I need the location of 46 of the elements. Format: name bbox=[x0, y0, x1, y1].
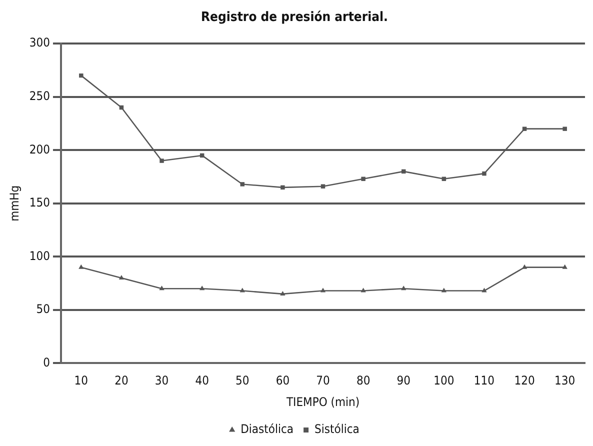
x-tick-label: 60 bbox=[276, 374, 290, 388]
x-tick-label: 40 bbox=[195, 374, 210, 388]
point bbox=[441, 288, 447, 292]
point bbox=[159, 286, 164, 290]
x-tick-label: 50 bbox=[236, 374, 250, 388]
point bbox=[280, 185, 285, 190]
y-tick-label: 200 bbox=[29, 142, 50, 156]
point bbox=[562, 126, 567, 131]
point bbox=[280, 290, 286, 296]
y-tick-label: 0 bbox=[43, 355, 50, 370]
point bbox=[78, 264, 84, 269]
x-tick-label: 120 bbox=[514, 374, 535, 388]
point bbox=[401, 286, 406, 290]
x-tick-label: 100 bbox=[434, 374, 454, 388]
point bbox=[562, 264, 568, 269]
x-tick-label: 70 bbox=[316, 374, 330, 388]
legend-label: Diastólica bbox=[240, 422, 294, 436]
point bbox=[320, 184, 326, 188]
point bbox=[240, 182, 245, 186]
y-tick-label: 150 bbox=[29, 196, 50, 210]
y-tick-label: 100 bbox=[29, 248, 50, 263]
point bbox=[160, 158, 164, 163]
y-tick-label: 50 bbox=[36, 302, 50, 316]
x-tick-label: 110 bbox=[474, 374, 495, 388]
x-axis-title: TIEMPO (min) bbox=[285, 394, 360, 409]
x-tick-label: 30 bbox=[154, 374, 169, 388]
x-tick-label: 20 bbox=[114, 374, 128, 388]
point bbox=[320, 288, 326, 292]
point bbox=[361, 176, 366, 182]
point bbox=[482, 171, 486, 176]
point bbox=[240, 288, 245, 292]
x-tick-label: 130 bbox=[554, 374, 576, 388]
y-tick-label: 250 bbox=[29, 88, 50, 103]
point bbox=[482, 288, 487, 292]
chart-title: Registro de presión arterial. bbox=[201, 10, 388, 26]
x-tick-label: 90 bbox=[396, 374, 411, 388]
point bbox=[118, 274, 124, 280]
x-tick-label: 10 bbox=[74, 374, 88, 388]
x-tick-label: 80 bbox=[356, 374, 370, 388]
y-axis-title: mmHg bbox=[7, 185, 22, 222]
y-tick-label: 300 bbox=[29, 36, 50, 50]
point bbox=[199, 286, 205, 290]
point bbox=[360, 288, 366, 292]
legend-label: Sistólica bbox=[314, 422, 360, 436]
point bbox=[522, 126, 527, 131]
point bbox=[79, 73, 84, 78]
